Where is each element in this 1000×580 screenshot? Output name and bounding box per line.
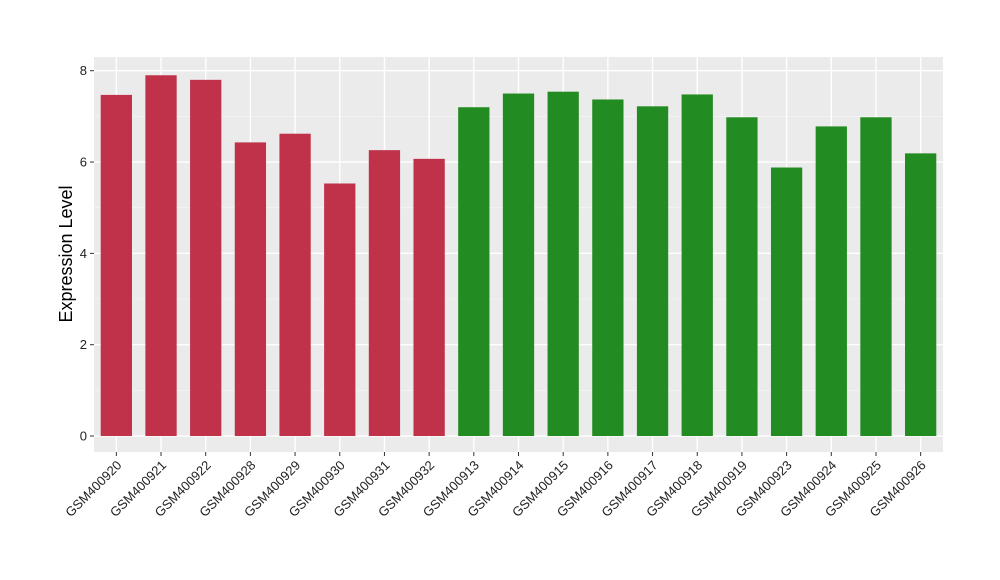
bar-GSM400921: [145, 75, 177, 437]
bars: [100, 75, 937, 437]
bar-GSM400920: [100, 94, 132, 437]
bar-GSM400929: [279, 133, 311, 437]
y-tick-label: 0: [80, 429, 87, 444]
bar-GSM400932: [413, 158, 445, 437]
bar-GSM400919: [726, 117, 758, 437]
y-axis-title: Expression Level: [56, 185, 76, 322]
bar-GSM400913: [458, 107, 490, 437]
bar-GSM400917: [636, 106, 669, 437]
bar-GSM400918: [681, 94, 713, 437]
bar-GSM400925: [860, 117, 892, 437]
x-axis: GSM400920GSM400921GSM400922GSM400928GSM4…: [62, 452, 929, 520]
bar-GSM400914: [502, 93, 535, 437]
bar-GSM400926: [905, 153, 937, 437]
bar-GSM400923: [770, 167, 803, 437]
y-axis: 0 2 4 6 8: [80, 63, 94, 444]
y-tick-label: 2: [80, 337, 87, 352]
bar-GSM400916: [592, 99, 624, 437]
bar-GSM400928: [234, 142, 267, 437]
y-tick-label: 8: [80, 63, 87, 78]
bar-GSM400924: [815, 126, 847, 437]
y-tick-label: 4: [80, 246, 87, 261]
bar-GSM400915: [547, 91, 579, 437]
bar-GSM400931: [368, 150, 401, 437]
y-tick-label: 6: [80, 155, 87, 170]
bar-GSM400922: [190, 79, 222, 437]
bar-GSM400930: [324, 183, 356, 437]
